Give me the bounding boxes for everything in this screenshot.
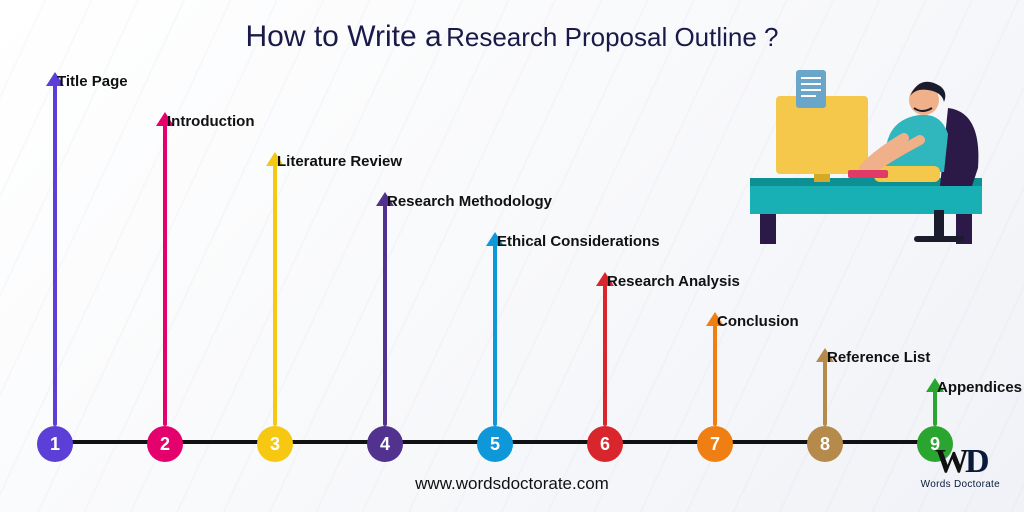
logo-d: D [965,443,986,480]
step-node: 6Research Analysis [585,426,625,462]
step-label: Introduction [167,113,254,130]
step-label: Title Page [57,73,128,90]
footer-url: www.wordsdoctorate.com [0,474,1024,494]
step-node: 8Reference List [805,426,845,462]
step-node: 1Title Page [35,426,75,462]
step-label: Literature Review [277,153,402,170]
step-node: 5Ethical Considerations [475,426,515,462]
step-label: Reference List [827,349,930,366]
step-stem [383,204,387,426]
step-number-circle: 7 [697,426,733,462]
step-stem [823,360,827,426]
step-number-circle: 5 [477,426,513,462]
step-label: Appendices [937,379,1022,396]
step-node: 4Research Methodology [365,426,405,462]
step-node: 3Literature Review [255,426,295,462]
logo-text: Words Doctorate [921,479,1000,490]
step-label: Research Methodology [387,193,552,210]
step-stem [713,324,717,426]
title-part-b: Research Proposal Outline ? [446,22,778,52]
step-stem [603,284,607,426]
step-stem [163,124,167,426]
step-number-circle: 3 [257,426,293,462]
step-node: 7Conclusion [695,426,735,462]
step-number-circle: 8 [807,426,843,462]
step-label: Research Analysis [607,273,740,290]
step-stem [53,84,57,426]
step-number-circle: 6 [587,426,623,462]
step-stem [493,244,497,426]
step-label: Ethical Considerations [497,233,660,250]
person-at-desk-illustration [736,60,996,250]
step-number-circle: 2 [147,426,183,462]
step-stem [273,164,277,426]
logo-mark: WD [921,445,1000,479]
step-number-circle: 1 [37,426,73,462]
step-number-circle: 4 [367,426,403,462]
page-title: How to Write a Research Proposal Outline… [0,20,1024,54]
brand-logo: WD Words Doctorate [921,445,1000,490]
step-label: Conclusion [717,313,799,330]
logo-w: W [935,443,965,480]
title-part-a: How to Write a [245,20,441,53]
step-node: 2Introduction [145,426,185,462]
